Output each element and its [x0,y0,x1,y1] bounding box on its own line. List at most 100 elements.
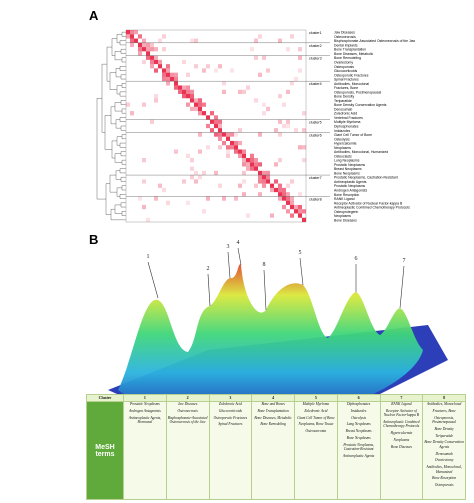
heatmap-cell [262,179,266,184]
dendrogram-branch [121,108,126,114]
heatmap-cell [146,51,150,56]
mesh-term: RANK Ligand [391,402,412,407]
heatmap-cell [166,68,170,73]
heatmap-cell [298,209,302,214]
heatmap-cell [142,158,146,163]
heatmap-cell [218,132,222,137]
dendrogram-branch [120,74,126,80]
mesh-terms-cell: Prostatic Neoplasms Androgen Antagonists A… [123,401,167,500]
heatmap-cell [226,145,230,150]
heatmap-cell [186,102,190,107]
dendrogram-branch [115,170,121,180]
mesh-term: Osteoporotic Fractures [213,415,248,420]
heatmap-cell [218,64,222,69]
mesh-term: Antineoplastic Agents [342,453,375,458]
heatmap-cell [218,136,222,141]
heatmap-cell [266,106,270,112]
heatmap-cell [190,94,194,99]
heatmap-cell [210,119,214,124]
heatmap-cell [278,94,282,99]
mesh-term: Osteoporosis [434,483,454,488]
heatmap-cell [158,64,162,69]
mesh-term: Ovariectomy [434,458,454,463]
heatmap-cell [166,64,170,69]
peak-leader-line [399,265,405,309]
mesh-term: Bisphosphonate-Associated Osteonecrosis … [167,415,208,424]
heatmap-cell [234,196,238,201]
heatmap-cell [278,187,282,193]
mesh-term: Bone Transplantation [257,408,289,413]
heatmap-cell [150,59,154,65]
mesh-term: Imidazoles [350,408,367,413]
heatmap-cell [142,204,146,210]
heatmap-cell [154,59,158,65]
heatmap-cell [230,145,234,150]
heatmap-cell [198,98,202,103]
heatmap-cell [254,38,258,43]
heatmap-cell [278,132,282,137]
heatmap-cell [298,47,302,52]
term-label: Antibodies, Monoclonal [334,82,369,86]
peak-leader-line [147,261,159,299]
heatmap-cell [282,187,286,193]
heatmap-cell [150,55,154,60]
heatmap-cell [174,76,178,82]
heatmap-cell [250,158,254,163]
mesh-term: Osteolysis [351,415,367,420]
heatmap-cell [126,102,130,107]
heatmap-figure: cluster1 cluster2 cluster3 cluster4 cluster5… [96,29,416,222]
term-label: Osteoporosis, Postmenopausal [334,90,381,94]
mesh-term: Receptor Activator of Nuclear Factor-kap… [383,408,419,418]
mesh-term: Bone Density [434,426,454,431]
mesh-term: Osteoporosis, Postmenopausal [432,415,456,424]
heatmap-cell [270,187,274,193]
heatmap-cell [294,204,298,210]
heatmap-cell [186,85,190,90]
heatmap-cell [206,64,210,69]
heatmap-cell [202,111,206,116]
cluster-label: cluster4 [309,82,322,86]
heatmap-cell [238,140,242,146]
heatmap-cell [174,149,178,154]
heatmap-cell [150,42,154,48]
peak-label: 6 [355,256,358,262]
term-label: Neoplasms [334,146,351,150]
heatmap-cell [218,119,222,124]
heatmap-cell [138,51,142,56]
cluster-column-header: 5 [294,394,338,402]
peak-markers: 1 2 3 4 5 6 7 8 [147,240,406,311]
heatmap-cell [138,196,142,201]
heatmap-cell [194,106,198,112]
mesh-term: Diphosphonates [346,402,371,407]
heatmap-cell [282,192,286,197]
dendrogram-branch [119,194,126,199]
term-label: Hypercalcemia [334,142,357,146]
peak-label: 7 [403,258,406,264]
heatmap-cell [134,38,138,43]
heatmap-cell [130,111,134,116]
heatmap-cell [278,119,282,124]
dendrogram-branch [120,177,126,182]
cluster-column-header: 3 [208,394,253,402]
heatmap-cell [142,59,146,65]
heatmap-cell [174,81,178,86]
mesh-term: Osteosarcoma [305,429,327,434]
heatmap-cell [298,192,302,197]
mesh-term: Hypercalcemia [390,431,413,436]
heatmap-cell [214,170,218,176]
dendrogram-branch [121,211,126,216]
term-label: Fractures, Bone [334,86,358,90]
dendrogram-branch [101,63,107,133]
term-label: Neoplasms [334,214,351,218]
term-label: Ovariectomy [334,60,353,64]
peak-label: 8 [263,262,266,268]
heatmap-cell [162,187,166,193]
heatmap-cell [270,213,274,218]
dendrogram-branch [119,142,126,148]
heatmap-cell [182,85,186,90]
heatmap-cell [198,175,202,180]
mesh-term: Giant Cell Tumor of Bone [297,415,335,420]
heatmap-cell [290,213,294,218]
dendrogram-branch [119,40,126,46]
heatmap-cell [222,81,226,86]
